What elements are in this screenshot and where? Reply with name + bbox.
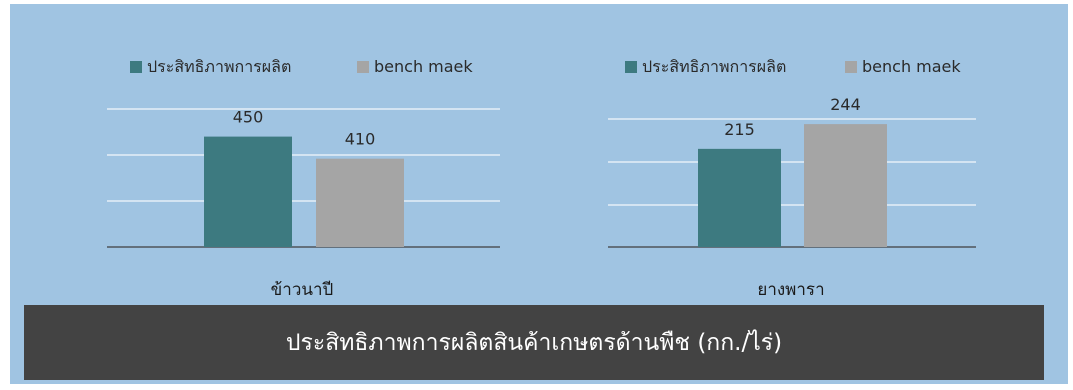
category-label: ข้าวนาปี	[271, 280, 334, 300]
legend-swatch	[625, 61, 637, 73]
legend-swatch	[130, 61, 142, 73]
bar	[804, 124, 887, 247]
data-label: 215	[724, 120, 755, 139]
legend-swatch	[845, 61, 857, 73]
chart-1: ประสิทธิภาพการผลิต 450 bench maek 410 ข้าวนา…	[107, 57, 500, 300]
legend-swatch	[357, 61, 369, 73]
category-label: ยางพารา	[757, 280, 824, 300]
legend-label: ประสิทธิภาพการผลิต	[147, 57, 291, 76]
bar	[204, 136, 292, 247]
legend-label: bench maek	[862, 57, 961, 76]
data-label: 410	[345, 130, 376, 149]
data-label: 244	[830, 95, 861, 114]
footer-title: ประสิทธิภาพการผลิตสินค้าเกษตรด้านพืช (กก…	[285, 329, 783, 356]
bar	[698, 148, 781, 247]
legend-label: ประสิทธิภาพการผลิต	[642, 57, 786, 76]
legend-label: bench maek	[374, 57, 473, 76]
data-label: 450	[233, 108, 264, 127]
bar	[316, 158, 404, 247]
footer-title-bar: ประสิทธิภาพการผลิตสินค้าเกษตรด้านพืช (กก…	[24, 305, 1044, 380]
